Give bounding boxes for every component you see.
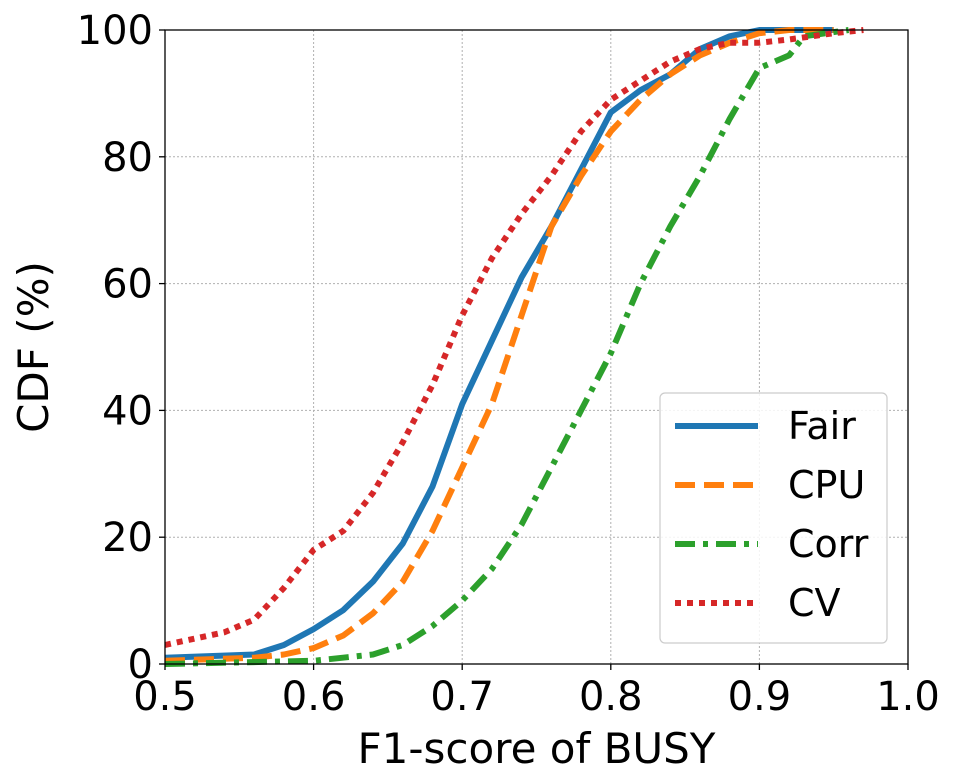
legend-label-corr: Corr — [788, 522, 869, 566]
y-tick-label: 80 — [102, 135, 153, 181]
x-tick-label: 0.7 — [430, 674, 494, 720]
series-line-cv — [164, 27, 864, 648]
y-tick-label: 60 — [102, 262, 153, 308]
y-tick-label: 20 — [102, 515, 153, 561]
x-tick-label: 0.5 — [133, 674, 197, 720]
y-axis-label: CDF (%) — [9, 261, 58, 433]
y-tick-label: 100 — [77, 8, 153, 54]
x-axis-label: F1-score of BUSY — [358, 724, 716, 773]
legend: Fair CPU Corr CV — [659, 392, 888, 644]
series-lines — [164, 27, 864, 667]
series-line-fair — [164, 27, 834, 661]
legend-box — [659, 392, 888, 644]
x-tick-label: 0.9 — [728, 674, 792, 720]
x-tick-label: 0.6 — [282, 674, 346, 720]
x-tick-label: 1.0 — [876, 674, 940, 720]
y-tick-label: 0 — [128, 642, 153, 688]
legend-label-cpu: CPU — [788, 463, 865, 507]
y-tick-label: 40 — [102, 388, 153, 434]
legend-label-fair: Fair — [788, 404, 856, 448]
x-tick-label: 0.8 — [579, 674, 643, 720]
legend-label-cv: CV — [788, 581, 841, 625]
axis-ticks: 0.5 0.6 0.7 0.8 0.9 1.0 0 20 40 60 80 100 — [77, 8, 940, 720]
plot-frame — [164, 29, 909, 665]
series-line-corr — [164, 27, 850, 667]
